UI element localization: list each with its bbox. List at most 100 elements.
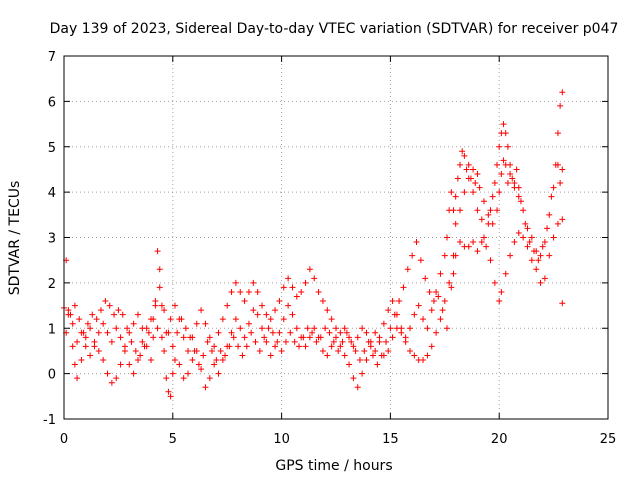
data-point (435, 293, 442, 300)
data-point (515, 193, 522, 200)
data-point (89, 311, 96, 318)
data-point (409, 252, 416, 259)
data-point (232, 316, 239, 323)
data-point (420, 357, 427, 364)
data-point (293, 293, 300, 300)
data-point (380, 320, 387, 327)
data-point (491, 279, 498, 286)
data-point (285, 275, 292, 282)
data-point (402, 334, 409, 341)
data-point (230, 334, 237, 341)
data-point (182, 325, 189, 332)
data-point (559, 166, 566, 173)
data-point (154, 325, 161, 332)
data-point (500, 121, 507, 128)
data-point (248, 329, 255, 336)
data-point (180, 375, 187, 382)
data-point (276, 329, 283, 336)
data-point (428, 307, 435, 314)
data-point (208, 347, 215, 354)
data-point (254, 311, 261, 318)
data-point (454, 175, 461, 182)
data-point (387, 325, 394, 332)
data-point (507, 161, 514, 168)
data-point (282, 338, 289, 345)
data-point (108, 379, 115, 386)
data-point (315, 288, 322, 295)
data-point (237, 288, 244, 295)
data-point (319, 298, 326, 305)
data-point (102, 298, 109, 305)
data-point (267, 316, 274, 323)
data-point (496, 143, 503, 150)
data-point (457, 161, 464, 168)
data-point (515, 229, 522, 236)
data-point (169, 343, 176, 350)
plot-frame (63, 55, 609, 420)
data-point (328, 316, 335, 323)
data-point (265, 325, 272, 332)
data-point (372, 329, 379, 336)
y-axis-label: SDTVAR / TECUs (7, 181, 23, 296)
data-point (478, 239, 485, 246)
data-point (280, 284, 287, 291)
data-point (337, 329, 344, 336)
data-point (554, 130, 561, 137)
data-point (145, 329, 152, 336)
data-point (446, 279, 453, 286)
data-point (470, 189, 477, 196)
data-point (241, 334, 248, 341)
data-point (195, 361, 202, 368)
data-point (150, 334, 157, 341)
data-point (200, 352, 207, 359)
data-point (250, 279, 257, 286)
data-point (502, 130, 509, 137)
data-point (539, 243, 546, 250)
data-point (167, 393, 174, 400)
data-point (359, 370, 366, 377)
data-point (213, 357, 220, 364)
data-points (61, 89, 566, 400)
data-point (363, 329, 370, 336)
data-point (528, 257, 535, 264)
data-point (91, 343, 98, 350)
data-point (546, 211, 553, 218)
data-point (472, 180, 479, 187)
data-point (559, 89, 566, 96)
data-point (517, 198, 524, 205)
data-point (552, 161, 559, 168)
data-point (78, 357, 85, 364)
data-point (226, 343, 233, 350)
data-point (485, 220, 492, 227)
y-tick-label: 4 (48, 186, 56, 201)
data-point (361, 347, 368, 354)
data-point (267, 352, 274, 359)
data-point (400, 284, 407, 291)
data-point (526, 239, 533, 246)
data-point (406, 347, 413, 354)
data-point (346, 334, 353, 341)
data-point (465, 243, 472, 250)
data-point (546, 252, 553, 259)
data-point (422, 275, 429, 282)
data-point (235, 343, 242, 350)
data-point (535, 257, 542, 264)
data-point (156, 284, 163, 291)
data-point (185, 347, 192, 354)
data-point (78, 329, 85, 336)
data-point (317, 334, 324, 341)
data-point (533, 266, 540, 273)
data-point (557, 102, 564, 109)
data-point (293, 325, 300, 332)
data-point (411, 352, 418, 359)
data-point (544, 225, 551, 232)
data-point (298, 288, 305, 295)
data-point (441, 298, 448, 305)
data-point (167, 316, 174, 323)
data-point (439, 307, 446, 314)
data-point (148, 357, 155, 364)
data-point (443, 234, 450, 241)
data-point (104, 370, 111, 377)
series-track-b (63, 148, 566, 359)
